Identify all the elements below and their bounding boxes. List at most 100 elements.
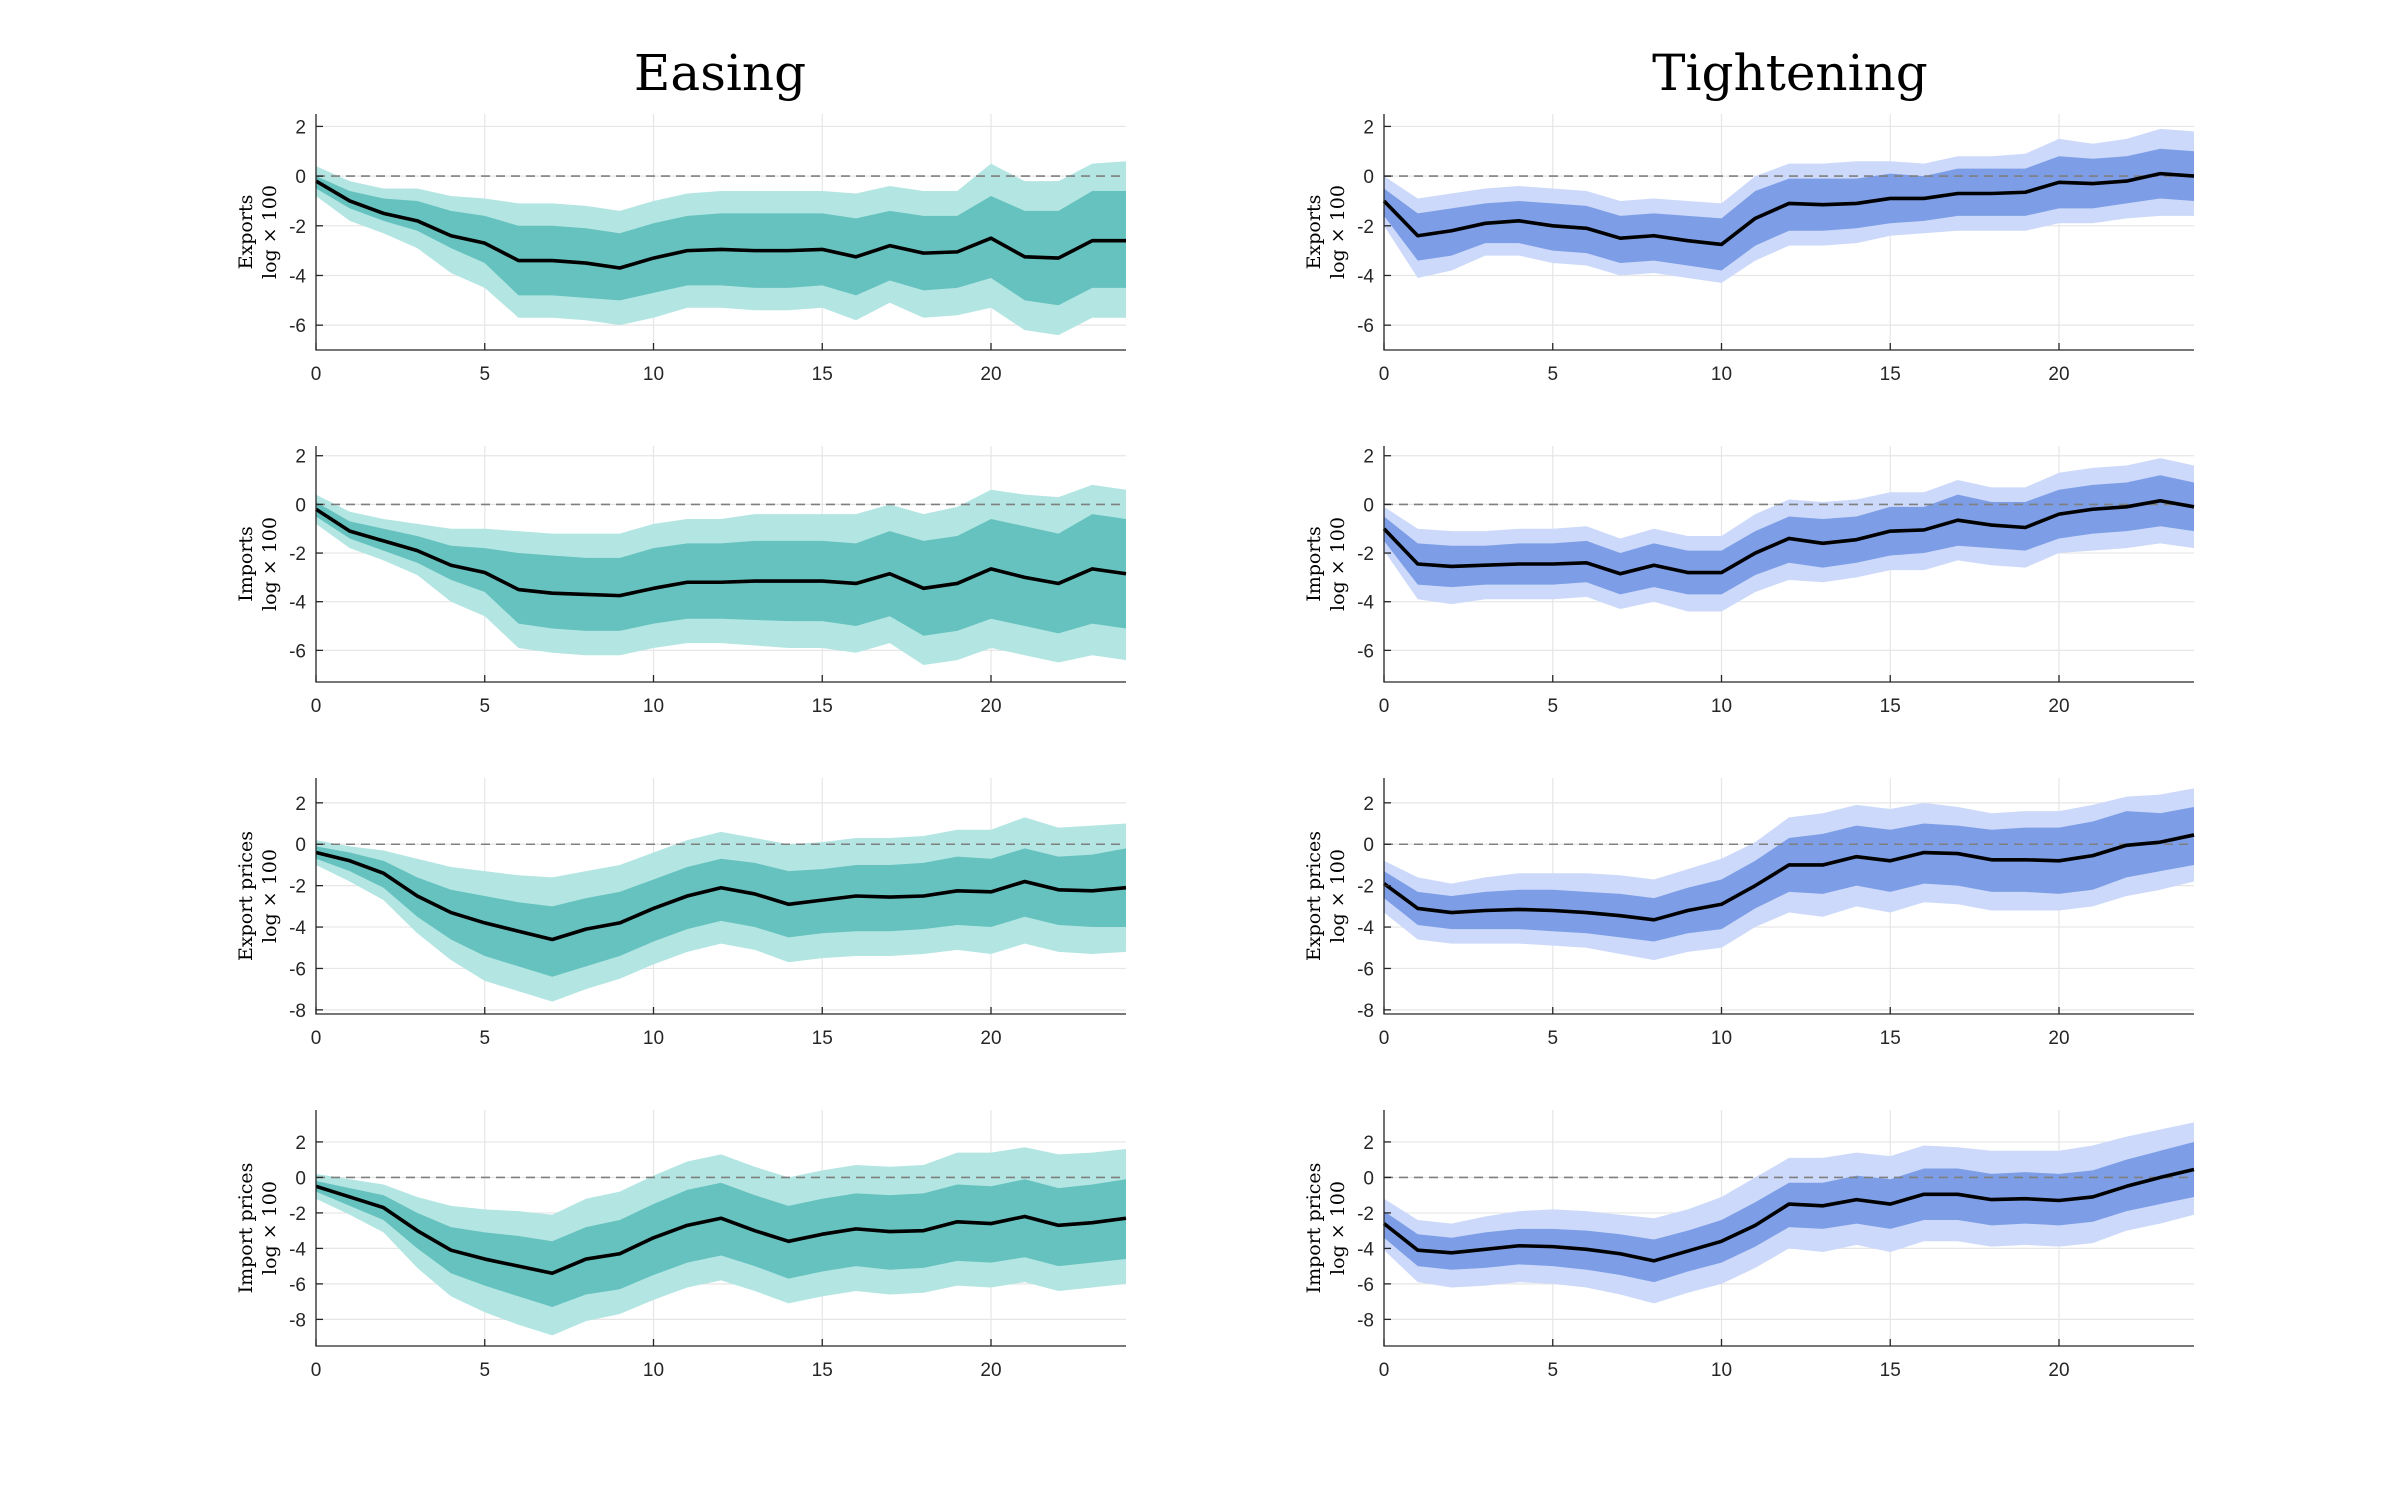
x-tick-label: 10 [643,1360,664,1381]
y-tick-label: 0 [295,835,306,856]
x-tick-label: 15 [812,696,833,717]
y-tick-label: -4 [289,593,306,614]
x-tick-label: 5 [479,364,490,385]
x-tick-label: 0 [311,364,322,385]
inner-band [1384,148,2194,271]
x-tick-label: 0 [1379,696,1390,717]
y-tick-label: 0 [295,1168,306,1189]
x-tick-label: 10 [1711,1360,1732,1381]
x-tick-label: 15 [812,1028,833,1049]
x-tick-label: 5 [1547,364,1558,385]
y-tick-label: -4 [1357,266,1374,287]
x-tick-label: 0 [311,696,322,717]
x-tick-label: 0 [311,1360,322,1381]
y-axis-label: Exports [235,195,257,270]
x-tick-label: 10 [1711,364,1732,385]
median-line [315,507,1127,598]
y-tick-label: -4 [289,918,306,939]
median-line [1382,833,2195,922]
y-axis-label: Export prices [235,831,257,961]
y-tick-label: -6 [289,641,306,662]
y-axis-label: Imports [1303,526,1325,602]
inner-band [316,846,1126,977]
median-line [315,850,1127,942]
y-axis-label: Import prices [1303,1163,1325,1294]
y-tick-label: -4 [289,266,306,287]
x-tick-label: 20 [980,364,1001,385]
x-tick-label: 20 [2048,1028,2069,1049]
x-tick-label: 15 [812,1360,833,1381]
median-line [1382,171,2195,247]
column-title-easing: Easing [634,44,806,102]
x-tick-label: 5 [479,1360,490,1381]
y-tick-label: -4 [1357,918,1374,939]
y-axis-unit-label: log × 100 [259,517,281,611]
y-tick-label: 2 [295,794,306,815]
y-axis-unit-label: log × 100 [259,185,281,279]
median-line [315,1184,1127,1276]
y-tick-label: 2 [295,117,306,138]
y-axis-label: Exports [1303,195,1325,270]
y-tick-label: -2 [1357,877,1374,898]
column-title-tightening: Tightening [1652,44,1928,102]
y-tick-label: -2 [289,217,306,238]
y-tick-label: -2 [289,877,306,898]
y-tick-label: 2 [295,447,306,468]
y-tick-label: -8 [1357,1310,1374,1331]
y-tick-label: -4 [1357,593,1374,614]
y-tick-label: -4 [289,1239,306,1260]
y-axis-unit-label: log × 100 [1327,849,1349,943]
y-tick-label: 0 [295,495,306,516]
x-tick-label: 20 [2048,696,2069,717]
y-tick-label: -6 [289,1275,306,1296]
y-tick-label: 0 [1363,167,1374,188]
y-axis-unit-label: log × 100 [1327,185,1349,279]
x-tick-label: 10 [1711,696,1732,717]
y-tick-label: 2 [1363,794,1374,815]
y-tick-label: -8 [289,1001,306,1022]
x-tick-label: 5 [479,1028,490,1049]
y-tick-label: -2 [1357,544,1374,565]
inner-band [316,176,1126,306]
y-tick-label: -2 [1357,217,1374,238]
y-tick-label: -2 [289,1204,306,1225]
y-tick-label: 2 [1363,117,1374,138]
inner-band [316,501,1126,636]
y-tick-label: -2 [1357,1204,1374,1225]
x-tick-label: 15 [812,364,833,385]
x-tick-label: 15 [1880,364,1901,385]
x-tick-label: 0 [1379,364,1390,385]
median-line [1382,498,2195,576]
y-tick-label: -6 [289,959,306,980]
y-tick-label: -4 [1357,1239,1374,1260]
x-tick-label: 20 [980,696,1001,717]
y-tick-label: -6 [1357,959,1374,980]
y-tick-label: 0 [1363,1168,1374,1189]
x-tick-label: 0 [1379,1360,1390,1381]
x-tick-label: 20 [980,1360,1001,1381]
y-tick-label: 2 [1363,1133,1374,1154]
y-tick-label: -6 [1357,1275,1374,1296]
x-tick-label: 10 [643,696,664,717]
x-tick-label: 10 [1711,1028,1732,1049]
x-tick-label: 20 [980,1028,1001,1049]
y-axis-label: Imports [235,526,257,602]
x-tick-label: 20 [2048,1360,2069,1381]
y-tick-label: -8 [289,1310,306,1331]
y-axis-unit-label: log × 100 [1327,517,1349,611]
y-tick-label: 0 [295,167,306,188]
y-axis-unit-label: log × 100 [259,849,281,943]
x-tick-label: 5 [1547,696,1558,717]
x-tick-label: 20 [2048,364,2069,385]
x-tick-label: 15 [1880,1028,1901,1049]
